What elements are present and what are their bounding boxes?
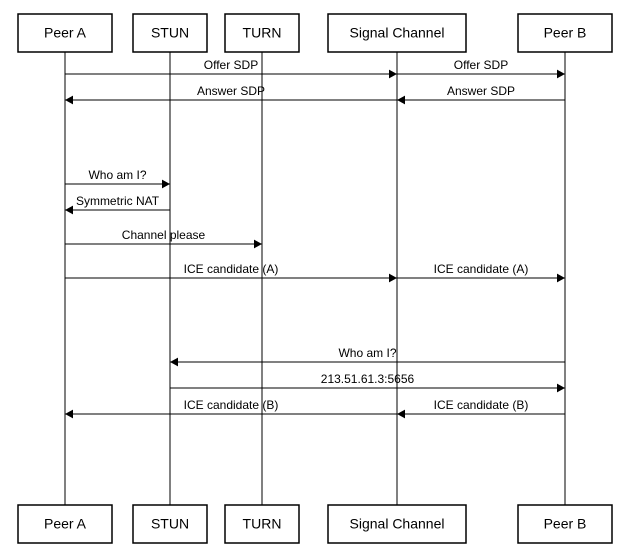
message-label: Offer SDP [204,58,258,72]
actor-label-stun: STUN [151,25,189,41]
message-label: Who am I? [338,346,396,360]
actor-label-signal: Signal Channel [350,516,445,532]
message-label: Offer SDP [454,58,508,72]
sequence-diagram: Offer SDP Offer SDP Answer SDP Answer SDP Wh… [0,0,641,559]
message-label: Answer SDP [197,84,265,98]
message-label: ICE candidate (A) [184,262,279,276]
actor-label-peerA: Peer A [44,25,87,41]
actor-label-peerA: Peer A [44,516,87,532]
actor-label-stun: STUN [151,516,189,532]
message-label: Symmetric NAT [76,194,160,208]
actor-label-turn: TURN [243,25,282,41]
actor-label-turn: TURN [243,516,282,532]
message-label: ICE candidate (A) [434,262,529,276]
actor-label-peerB: Peer B [544,25,587,41]
message-label: Answer SDP [447,84,515,98]
message-label: Channel please [122,228,206,242]
message-label: 213.51.61.3:5656 [321,372,415,386]
actor-label-signal: Signal Channel [350,25,445,41]
message-label: ICE candidate (B) [434,398,529,412]
actor-label-peerB: Peer B [544,516,587,532]
message-label: ICE candidate (B) [184,398,279,412]
message-label: Who am I? [88,168,146,182]
